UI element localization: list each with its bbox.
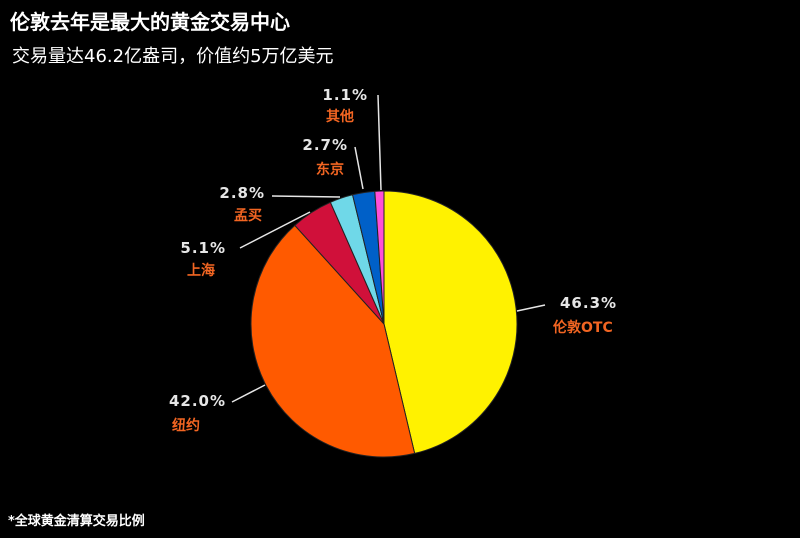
slice-percent-label-4: 2.7%: [302, 136, 348, 154]
leader-line-0: [516, 304, 546, 312]
leader-line-3: [271, 195, 341, 198]
leader-line-5: [377, 94, 382, 191]
footnote: *全球黄金清算交易比例: [8, 514, 145, 529]
slice-percent-label-1: 42.0%: [169, 392, 226, 410]
chart-subtitle: 交易量达46.2亿盎司，价值约5万亿美元: [12, 46, 334, 67]
leader-line-1: [231, 384, 266, 403]
slice-name-label-2: 上海: [187, 262, 215, 279]
slice-name-label-0: 伦敦OTC: [553, 319, 613, 336]
slice-percent-label-5: 1.1%: [322, 86, 368, 104]
leader-line-2: [239, 211, 311, 249]
pie-slice-1: [250, 224, 416, 458]
slice-percent-label-3: 2.8%: [219, 184, 265, 202]
slice-name-label-3: 孟买: [234, 208, 262, 224]
slice-percent-label-0: 46.3%: [560, 294, 617, 312]
chart-title: 伦敦去年是最大的黄金交易中心: [10, 10, 290, 34]
pie-slice-5: [374, 190, 385, 325]
slice-name-label-1: 纽约: [172, 417, 200, 434]
pie-slice-0: [383, 190, 518, 455]
slice-name-label-5: 其他: [326, 108, 354, 125]
slice-name-label-4: 东京: [316, 161, 344, 178]
leader-line-4: [354, 146, 364, 190]
slice-percent-label-2: 5.1%: [180, 239, 226, 257]
